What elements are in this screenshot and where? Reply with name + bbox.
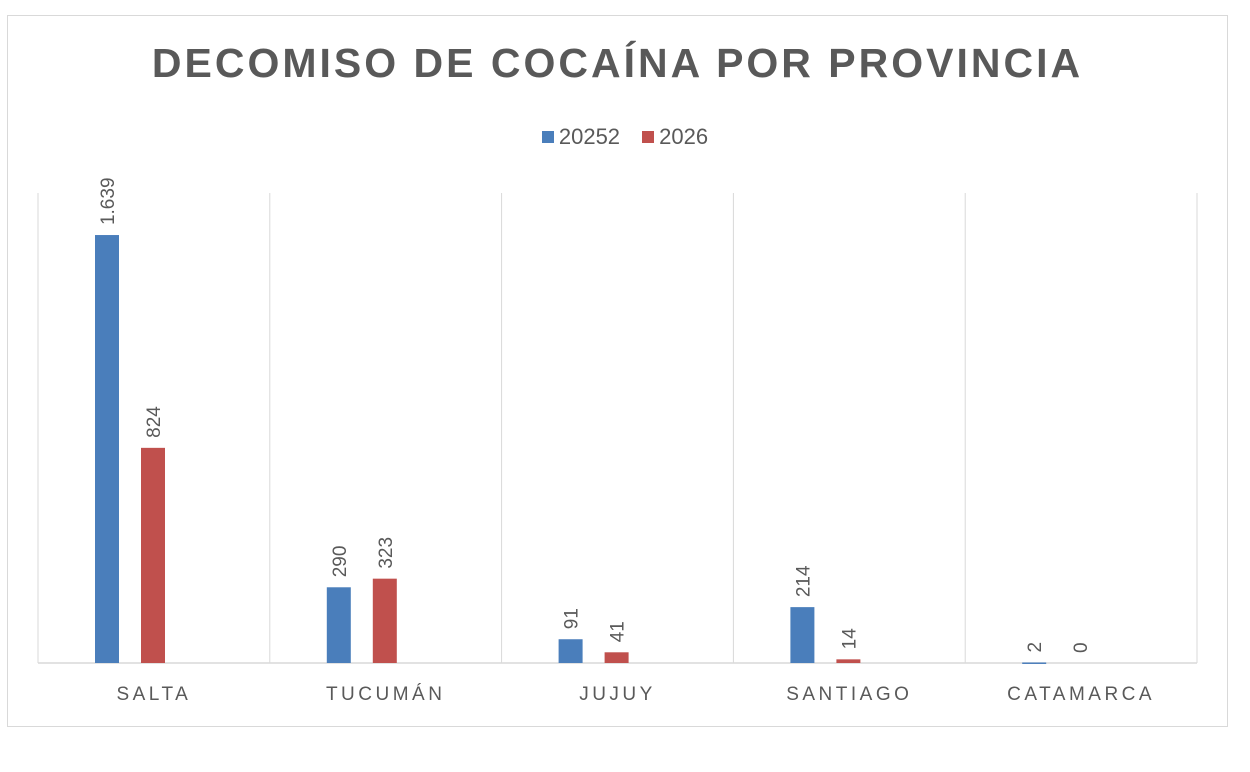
legend-label: 20252 <box>558 124 621 149</box>
bar-santiago-1 <box>790 607 815 663</box>
data-label: 41 <box>608 621 629 642</box>
data-label: 323 <box>376 537 397 569</box>
chart-title: DECOMISO DE COCAÍNA POR PROVINCIA <box>151 40 1084 86</box>
x-tick-label: SALTA <box>116 684 191 705</box>
data-label: 14 <box>839 628 860 650</box>
data-label: 0 <box>1071 642 1092 653</box>
data-label: 290 <box>330 546 351 578</box>
x-tick-label: JUJUY <box>579 684 656 705</box>
bar-salta-2 <box>141 447 165 663</box>
bar-tucumán-1 <box>326 587 351 663</box>
legend-label: 2026 <box>659 124 709 149</box>
legend-item-series-1: 20252 <box>541 124 621 150</box>
bar-salta-1 <box>95 235 119 664</box>
legend-item-series-2: 2026 <box>642 124 708 150</box>
x-tick-label: SANTIAGO <box>786 684 912 705</box>
data-label: 1.639 <box>98 177 119 225</box>
data-label: 2 <box>1025 642 1046 653</box>
x-tick-label: TUCUMÁN <box>326 684 446 705</box>
x-tick-label: CATAMARCA <box>1007 684 1155 705</box>
legend-swatch <box>642 131 655 143</box>
bar-catamarca-1 <box>1022 662 1047 664</box>
bar-santiago-2 <box>836 659 861 663</box>
chart-frame <box>7 15 1228 727</box>
bar-jujuy-2 <box>604 652 629 663</box>
data-label: 214 <box>793 565 814 597</box>
bar-tucumán-2 <box>372 578 397 663</box>
legend-swatch <box>541 131 554 143</box>
data-label: 824 <box>144 406 165 438</box>
bar-jujuy-1 <box>558 639 583 663</box>
legend: 20252 2026 <box>0 123 1250 150</box>
data-label: 91 <box>562 608 583 629</box>
